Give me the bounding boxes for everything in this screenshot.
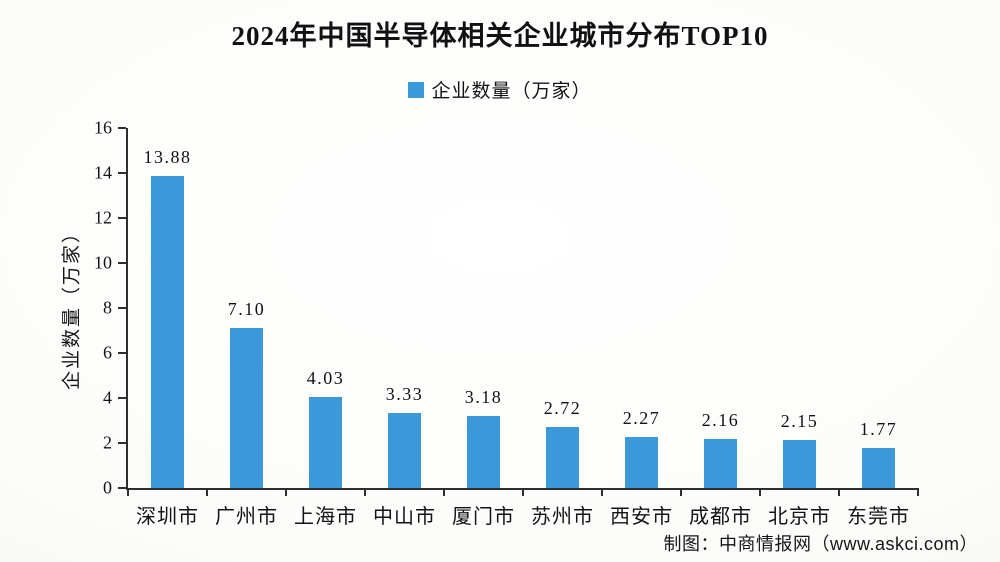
bar: [388, 413, 421, 488]
bar: [862, 448, 895, 488]
y-tick: [118, 352, 126, 354]
y-tick-label: 8: [103, 297, 112, 318]
x-tick-label: 北京市: [768, 506, 831, 528]
y-tick: [118, 127, 126, 129]
bar-value-label: 7.10: [227, 299, 266, 320]
y-tick-label: 4: [103, 387, 112, 408]
y-tick-label: 2: [103, 432, 112, 453]
x-tick: [759, 488, 761, 496]
bar: [704, 439, 737, 488]
y-tick-label: 6: [103, 342, 112, 363]
x-tick-label: 西安市: [610, 506, 673, 528]
y-tick-label: 16: [94, 117, 112, 138]
x-tick-label: 苏州市: [531, 506, 594, 528]
x-tick: [917, 488, 919, 496]
y-axis-title: 企业数量（万家）: [61, 221, 83, 391]
bar: [625, 436, 658, 488]
x-tick: [364, 488, 366, 496]
bar: [783, 439, 816, 488]
bar: [309, 397, 342, 488]
y-tick: [118, 307, 126, 309]
bar-value-label: 13.88: [143, 146, 192, 167]
y-tick-label: 14: [94, 162, 112, 183]
x-tick-label: 成都市: [689, 506, 752, 528]
x-tick-label: 东莞市: [847, 506, 910, 528]
x-tick: [127, 488, 129, 496]
x-tick-label: 深圳市: [136, 506, 199, 528]
y-tick: [118, 397, 126, 399]
legend-label: 企业数量（万家）: [431, 81, 592, 102]
x-tick: [443, 488, 445, 496]
bar-value-label: 2.16: [701, 410, 740, 431]
y-tick-label: 10: [94, 252, 112, 273]
legend: 企业数量（万家）: [0, 76, 1000, 103]
x-tick: [601, 488, 603, 496]
y-tick-label: 0: [103, 477, 112, 498]
bar-value-label: 4.03: [306, 368, 345, 389]
bar-value-label: 2.72: [543, 397, 582, 418]
legend-swatch: [408, 81, 425, 98]
chart-title: 2024年中国半导体相关企业城市分布TOP10: [231, 21, 769, 51]
footer-credit: 制图：中商情报网（www.askci.com）: [663, 534, 978, 554]
bar: [467, 416, 500, 488]
bar-value-label: 1.77: [859, 419, 898, 440]
y-tick: [118, 487, 126, 489]
x-tick: [680, 488, 682, 496]
x-tick: [285, 488, 287, 496]
y-tick-label: 12: [94, 207, 112, 228]
y-tick: [118, 172, 126, 174]
x-tick-label: 中山市: [373, 506, 436, 528]
plot-area: 0 2 4 6 8 10 12 14 16 13.88 深圳市 7.10 广州市 4.03 上海市 3.33 中…: [94, 118, 919, 528]
x-tick-label: 广州市: [215, 506, 278, 528]
bar: [151, 175, 184, 488]
x-tick: [838, 488, 840, 496]
y-tick: [118, 262, 126, 264]
bar-value-label: 2.27: [622, 407, 661, 428]
bar: [230, 328, 263, 488]
bar-value-label: 3.33: [385, 384, 424, 405]
bar: [546, 426, 579, 488]
bar-value-label: 2.15: [780, 410, 819, 431]
x-tick: [522, 488, 524, 496]
x-tick-label: 上海市: [294, 506, 357, 528]
y-tick: [118, 442, 126, 444]
x-tick: [206, 488, 208, 496]
y-tick: [118, 217, 126, 219]
x-tick-label: 厦门市: [452, 506, 515, 528]
bar-value-label: 3.18: [464, 387, 503, 408]
